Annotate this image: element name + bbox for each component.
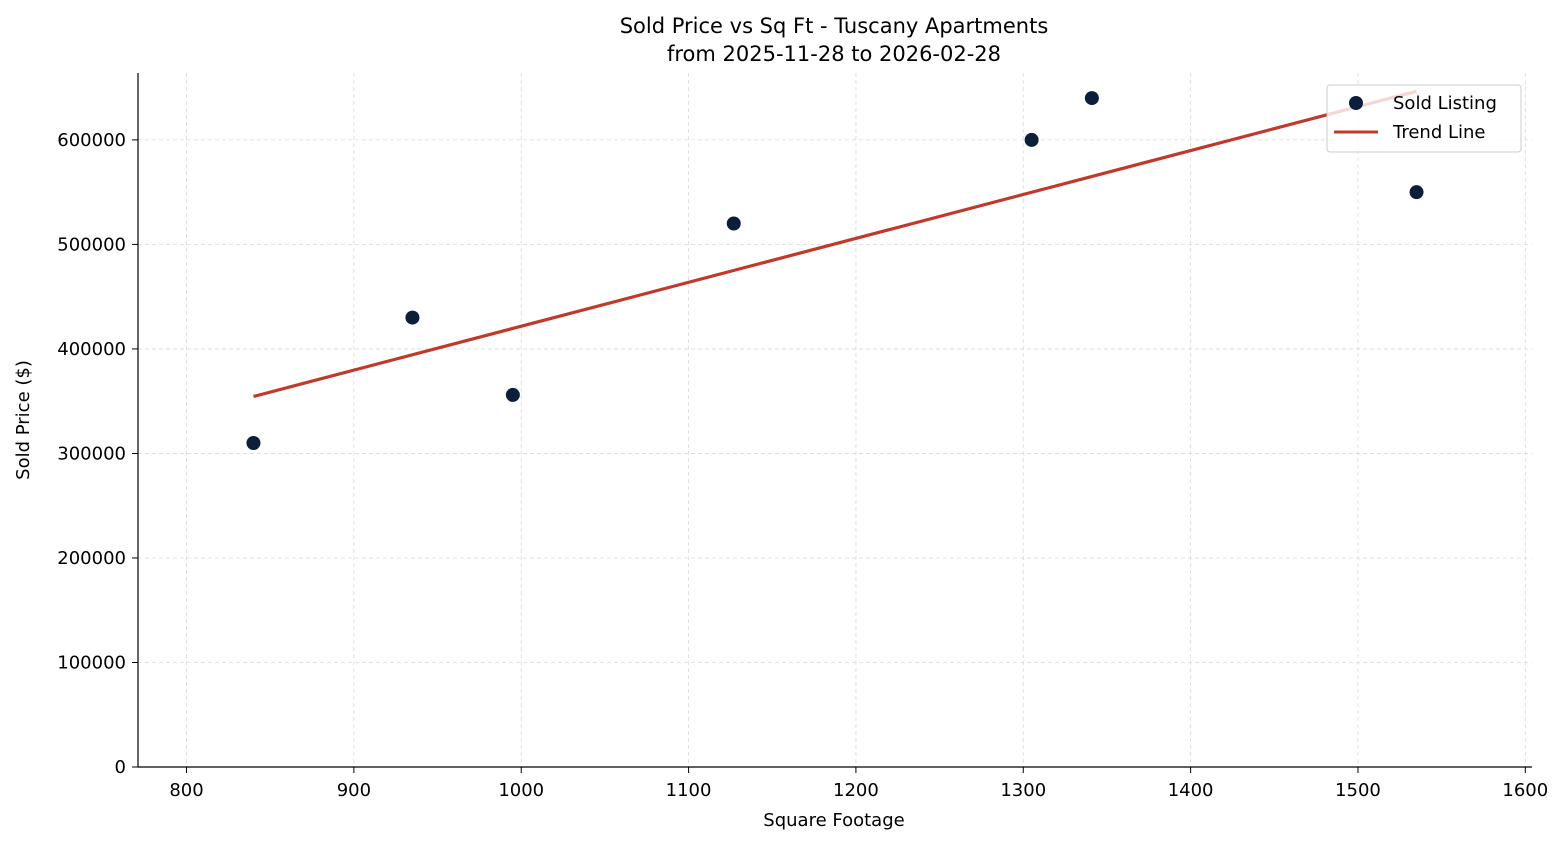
x-tick-label: 1000 <box>498 780 544 801</box>
data-point <box>1024 132 1039 147</box>
x-tick-label: 800 <box>169 780 203 801</box>
trend-line-layer <box>253 89 1417 399</box>
data-point <box>405 310 420 325</box>
x-axis-label: Square Footage <box>763 810 904 831</box>
points-layer <box>246 91 1424 450</box>
y-tick-label: 100000 <box>57 652 126 673</box>
chart-title: Sold Price vs Sq Ft - Tuscany Apartments <box>620 14 1049 38</box>
y-tick-label: 0 <box>115 757 126 778</box>
x-tick-label: 1500 <box>1335 780 1381 801</box>
legend-frame <box>1326 84 1522 153</box>
x-tick-label: 1300 <box>1000 780 1046 801</box>
x-tick-label: 1100 <box>666 780 712 801</box>
legend: Sold Listing Trend Line <box>1326 84 1522 153</box>
x-tick-label: 900 <box>337 780 371 801</box>
y-tick-label: 300000 <box>57 443 126 464</box>
data-point <box>1084 91 1099 106</box>
y-axis-label: Sold Price ($) <box>13 360 34 480</box>
y-tick-label: 400000 <box>57 339 126 360</box>
trend-line <box>253 89 1417 399</box>
y-tick-label: 600000 <box>57 130 126 151</box>
x-tick-label: 1400 <box>1168 780 1214 801</box>
y-tick-label: 500000 <box>57 234 126 255</box>
data-point <box>505 387 520 402</box>
y-tick-label: 200000 <box>57 548 126 569</box>
x-ticks: 800 900 1000 1100 1200 1300 1400 1500 1600 <box>169 767 1548 801</box>
chart-subtitle: from 2025-11-28 to 2026-02-28 <box>667 42 1001 66</box>
data-point <box>726 216 741 231</box>
legend-label-sold-listing: Sold Listing <box>1393 93 1497 114</box>
data-point <box>1409 185 1424 200</box>
y-ticks: 0 100000 200000 300000 400000 500000 600000 <box>57 130 138 778</box>
legend-label-trend-line: Trend Line <box>1392 122 1486 143</box>
x-tick-label: 1200 <box>833 780 879 801</box>
grid <box>138 73 1532 768</box>
x-tick-label: 1600 <box>1502 780 1548 801</box>
data-point <box>246 435 261 450</box>
legend-marker-sold-listing <box>1349 96 1363 110</box>
